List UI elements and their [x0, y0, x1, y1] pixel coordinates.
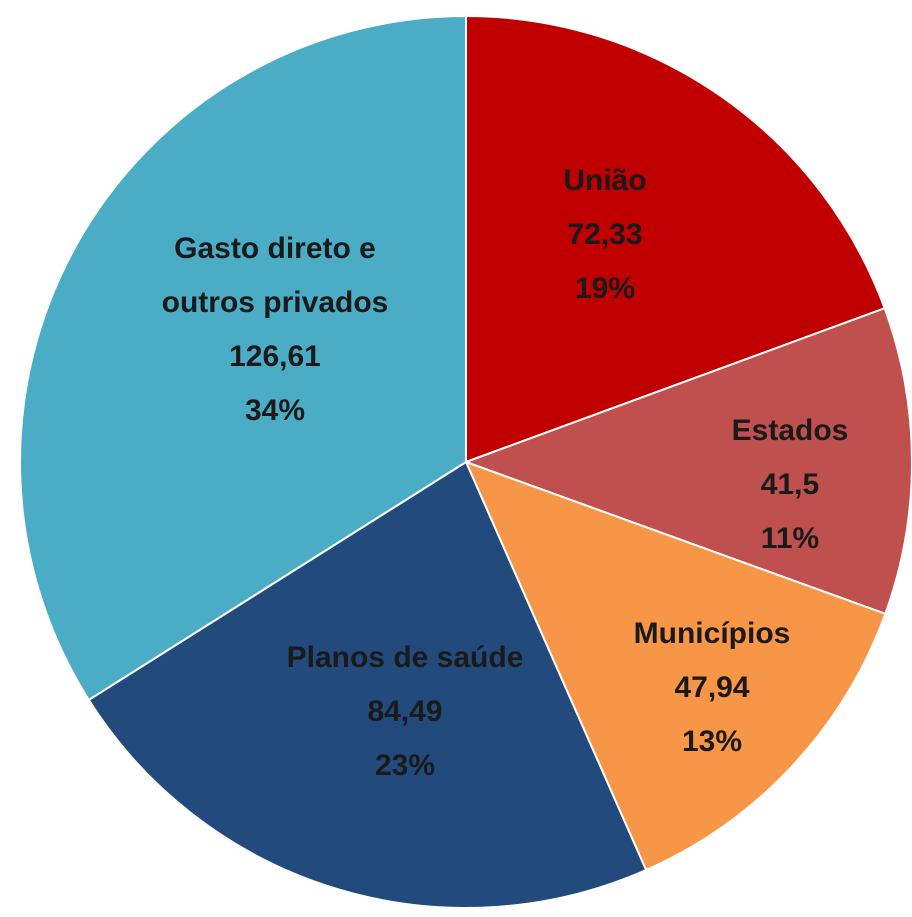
- pie-slice: [87, 460, 648, 909]
- category-label: Planos de saúde: [286, 641, 524, 674]
- percent-label: 34%: [244, 394, 306, 427]
- value-label: 126,61: [229, 340, 321, 373]
- slice-label: Gasto direto e outros privados 126,61 34%: [140, 222, 410, 438]
- value-label: 47,94: [674, 671, 750, 704]
- value-label: 72,33: [567, 218, 643, 251]
- value-label: 84,49: [367, 695, 443, 728]
- category-label: Municípios: [633, 617, 791, 650]
- slice-label: Planos de saúde 84,49 23%: [287, 631, 524, 793]
- value-label: 41,5: [760, 468, 820, 501]
- slice-label: Estados 41,5 11%: [732, 404, 849, 566]
- category-label: Gasto direto e outros privados: [161, 232, 389, 319]
- pie-slice: [19, 14, 467, 702]
- category-label: União: [563, 164, 647, 197]
- percent-label: 13%: [681, 725, 743, 758]
- slice-label: Municípios 47,94 13%: [634, 607, 791, 769]
- slice-label: União 72,33 19%: [563, 154, 646, 316]
- category-label: Estados: [731, 414, 849, 447]
- percent-label: 23%: [374, 749, 436, 782]
- pie-slice: [464, 460, 887, 872]
- percent-label: 11%: [760, 522, 820, 555]
- percent-label: 19%: [574, 272, 636, 305]
- pie-slice: [465, 14, 886, 464]
